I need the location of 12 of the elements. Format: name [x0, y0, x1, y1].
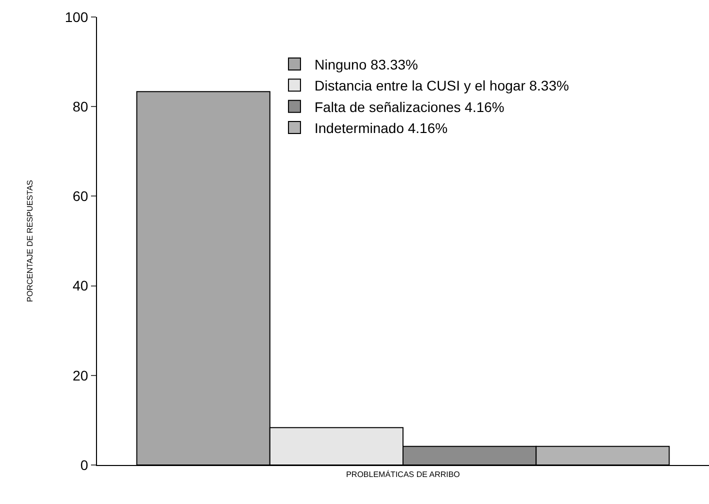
legend-label: Ninguno 83.33% [314, 56, 418, 72]
y-tick-label: 60 [72, 188, 88, 204]
y-axis-title: PORCENTAJE DE RESPUESTAS [26, 180, 35, 302]
y-tick-label: 0 [80, 456, 88, 473]
legend-label: Distancia entre la CUSI y el hogar 8.33% [314, 78, 569, 94]
legend-label: Indeterminado 4.16% [314, 120, 448, 136]
y-tick-label: 100 [64, 8, 88, 25]
y-tick-label: 80 [72, 98, 88, 114]
y-tick-label: 20 [72, 367, 88, 384]
legend-label: Falta de señalizaciones 4.16% [314, 98, 504, 115]
y-tick-label: 40 [72, 278, 88, 294]
x-axis-title: PROBLEMÁTICAS DE ARRIBO [346, 470, 460, 480]
